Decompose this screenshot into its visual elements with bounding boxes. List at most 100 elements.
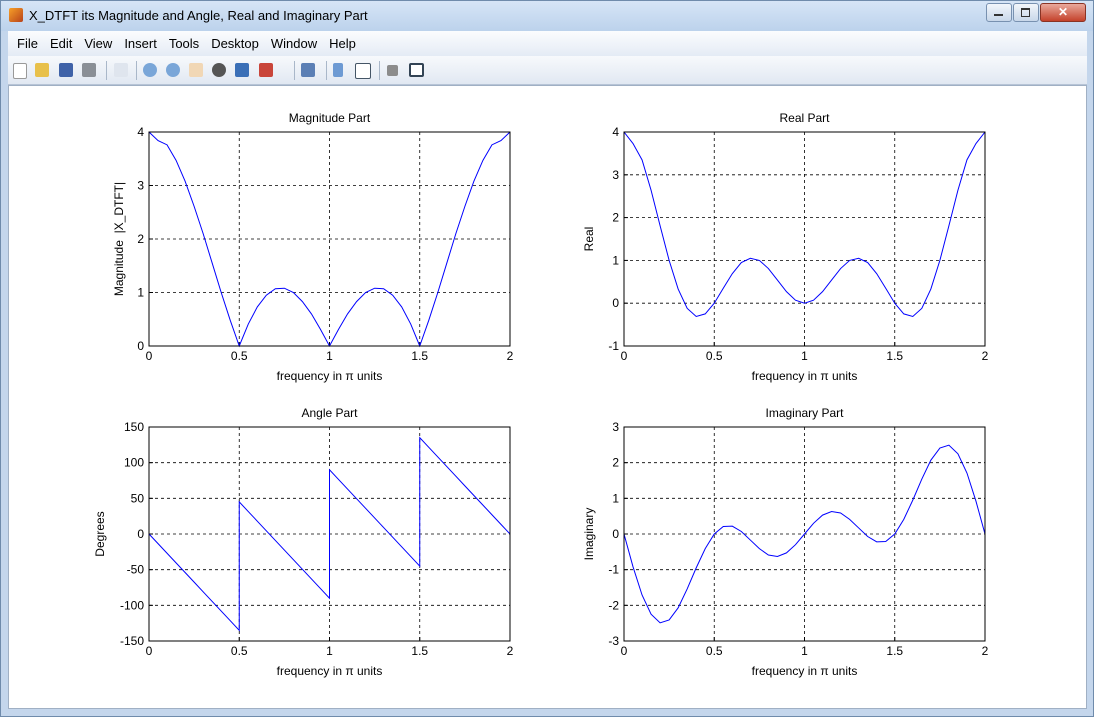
open-icon[interactable]: [35, 63, 49, 77]
close-button[interactable]: ✕: [1040, 3, 1086, 22]
separator: [294, 61, 295, 80]
x-tick-label: 1.5: [411, 644, 428, 658]
x-tick-label: 0: [621, 644, 628, 658]
colorbar-icon[interactable]: [333, 63, 343, 77]
x-tick-label: 1.5: [886, 644, 903, 658]
y-tick-label: 2: [137, 232, 144, 246]
y-tick-label: 100: [124, 456, 144, 470]
x-tick-label: 1: [326, 349, 333, 363]
x-axis-label: frequency in π units: [752, 369, 858, 383]
chart-title: Magnitude Part: [289, 111, 371, 125]
axes-frame: [148, 131, 511, 347]
y-tick-label: -2: [608, 598, 619, 612]
x-tick-label: 0: [621, 349, 628, 363]
save-icon[interactable]: [59, 63, 73, 77]
y-tick-label: -150: [120, 634, 144, 648]
y-axis-label: Real: [582, 227, 596, 252]
menu-item[interactable]: View: [84, 36, 113, 51]
print-icon[interactable]: [82, 63, 96, 77]
y-tick-label: 4: [612, 125, 619, 139]
y-tick-label: 1: [612, 253, 619, 267]
y-tick-label: -50: [127, 563, 145, 577]
separator: [106, 61, 107, 80]
rotate-icon[interactable]: [212, 63, 226, 77]
y-axis-label: Degrees: [93, 511, 107, 556]
y-tick-label: -100: [120, 598, 144, 612]
menu-item[interactable]: Insert: [124, 36, 157, 51]
x-tick-label: 0.5: [231, 349, 248, 363]
x-tick-label: 0: [146, 644, 153, 658]
menu-item[interactable]: Window: [270, 36, 318, 51]
legend-icon[interactable]: [355, 63, 371, 79]
y-tick-label: 3: [612, 420, 619, 434]
hide-tools-icon[interactable]: [387, 65, 398, 76]
y-tick-label: -1: [608, 339, 619, 353]
title-bar: X_DTFT its Magnitude and Angle, Real and…: [1, 1, 1093, 31]
zoom-in-icon[interactable]: [143, 63, 157, 77]
chart-title: Angle Part: [301, 406, 358, 420]
link-icon[interactable]: [301, 63, 315, 77]
show-tools-icon[interactable]: [409, 63, 424, 77]
x-tick-label: 1: [801, 349, 808, 363]
figure-canvas: 0 0.5 1 1.5 2 0 1 2 3 4 Magnitude Part frequency in…: [93, 111, 989, 678]
datacursor-icon[interactable]: [235, 63, 249, 77]
maximize-button[interactable]: [1013, 3, 1039, 22]
y-tick-label: 0: [137, 339, 144, 353]
x-axis-label: frequency in π units: [277, 664, 383, 678]
pan-icon[interactable]: [189, 63, 203, 77]
y-tick-label: 2: [612, 456, 619, 470]
y-tick-label: 150: [124, 420, 144, 434]
minimize-button[interactable]: [986, 3, 1012, 22]
x-tick-label: 0.5: [231, 644, 248, 658]
y-axis-label: Magnitude |X_DTFT|: [112, 182, 126, 296]
menu-item[interactable]: File: [17, 36, 38, 51]
data-line: [148, 436, 511, 632]
x-tick-label: 0.5: [706, 349, 723, 363]
chart-title: Imaginary Part: [765, 406, 844, 420]
separator: [136, 61, 137, 80]
y-tick-label: 1: [137, 286, 144, 300]
menu-bar: File Edit View Insert Tools Desktop Window Help: [8, 31, 1087, 56]
brush-icon[interactable]: [259, 63, 273, 77]
x-tick-label: 2: [507, 349, 514, 363]
y-tick-label: 0: [137, 527, 144, 541]
separator: [379, 61, 380, 80]
y-tick-label: 3: [612, 168, 619, 182]
y-tick-label: 50: [131, 491, 145, 505]
y-tick-label: 3: [137, 179, 144, 193]
data-line: [623, 444, 986, 624]
y-tick-label: 4: [137, 125, 144, 139]
y-tick-label: 1: [612, 491, 619, 505]
x-tick-label: 2: [507, 644, 514, 658]
menu-item[interactable]: Desktop: [211, 36, 259, 51]
x-tick-label: 1.5: [411, 349, 428, 363]
x-axis-label: frequency in π units: [277, 369, 383, 383]
figure-area: 0 0.5 1 1.5 2 0 1 2 3 4 Magnitude Part frequency in…: [8, 85, 1087, 709]
y-tick-label: 2: [612, 211, 619, 225]
menu-item[interactable]: Tools: [168, 36, 200, 51]
menu-item[interactable]: Edit: [49, 36, 73, 51]
x-tick-label: 1: [326, 644, 333, 658]
pointer-icon[interactable]: [114, 63, 128, 77]
y-tick-label: -1: [608, 563, 619, 577]
window-title: X_DTFT its Magnitude and Angle, Real and…: [29, 8, 368, 23]
x-tick-label: 2: [982, 644, 989, 658]
data-line: [623, 131, 986, 318]
y-tick-label: 0: [612, 296, 619, 310]
x-tick-label: 1.5: [886, 349, 903, 363]
axes-frame: [148, 426, 511, 642]
toolbar: [8, 56, 1087, 85]
axes-background: [624, 132, 985, 346]
y-tick-label: -3: [608, 634, 619, 648]
x-tick-label: 0: [146, 349, 153, 363]
x-tick-label: 0.5: [706, 644, 723, 658]
new-icon[interactable]: [13, 63, 27, 79]
zoom-out-icon[interactable]: [166, 63, 180, 77]
chart-title: Real Part: [779, 111, 830, 125]
app-icon: [9, 8, 23, 22]
menu-item[interactable]: Help: [329, 36, 356, 51]
separator: [326, 61, 327, 80]
axes-frame: [623, 426, 986, 642]
y-axis-label: Imaginary: [582, 508, 596, 561]
